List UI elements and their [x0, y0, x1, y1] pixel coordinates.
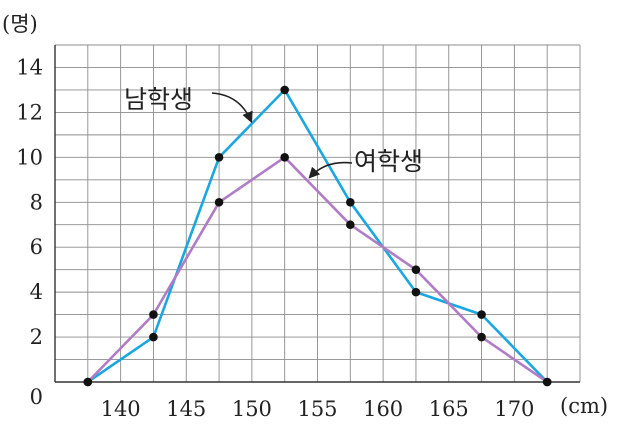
y-tick-label: 8	[30, 190, 43, 214]
series-line-girls	[86, 156, 548, 384]
x-tick-label: 140	[101, 397, 141, 421]
y-tick-label: 2	[30, 325, 43, 349]
y-axis-unit: (명)	[2, 12, 38, 36]
data-point-boys	[411, 287, 421, 297]
x-tick-label: 155	[297, 397, 337, 421]
series-lines	[86, 88, 549, 384]
y-tick-label: 14	[16, 55, 43, 79]
data-point-girls	[411, 265, 421, 274]
data-point-girls	[346, 220, 355, 230]
y-tick-label: 12	[16, 100, 43, 124]
y-tick-label: 0	[30, 385, 43, 409]
data-point-boys	[214, 153, 224, 162]
x-tick-label: 160	[363, 397, 403, 421]
data-point-girls	[149, 310, 158, 319]
data-point-girls	[542, 377, 552, 387]
x-tick-label: 170	[494, 397, 534, 421]
data-point-boys	[280, 85, 289, 95]
y-tick-label: 10	[16, 145, 43, 169]
y-tick-label: 6	[30, 235, 43, 259]
data-point-girls	[214, 197, 224, 207]
data-point-girls	[477, 332, 486, 342]
legend-label-boys: 남학생	[124, 85, 193, 114]
data-point-girls	[83, 377, 93, 387]
axes	[54, 45, 580, 383]
legend-arrow-girls	[308, 161, 353, 179]
data-point-boys	[477, 310, 486, 319]
x-tick-label: 145	[166, 397, 206, 421]
x-tick-label: 150	[232, 397, 272, 421]
data-point-boys	[149, 332, 158, 342]
series-line-boys	[87, 88, 549, 384]
y-tick-label: 4	[30, 280, 43, 304]
legend-label-girls: 여학생	[354, 147, 423, 176]
legend-arrow-boys	[211, 92, 253, 124]
data-point-girls	[280, 153, 289, 162]
tick-labels: 0 2 4 6 8 10 12 14 140 145 150 155 160 165 170	[16, 55, 534, 421]
x-tick-label: 165	[429, 397, 469, 421]
data-point-boys	[346, 197, 355, 207]
data-points	[83, 85, 552, 387]
x-axis-unit: (cm)	[560, 394, 608, 418]
